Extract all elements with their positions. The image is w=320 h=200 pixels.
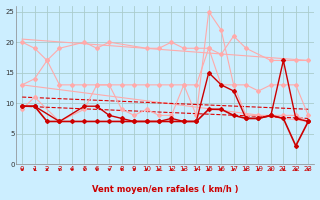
X-axis label: Vent moyen/en rafales ( km/h ): Vent moyen/en rafales ( km/h ) bbox=[92, 185, 238, 194]
